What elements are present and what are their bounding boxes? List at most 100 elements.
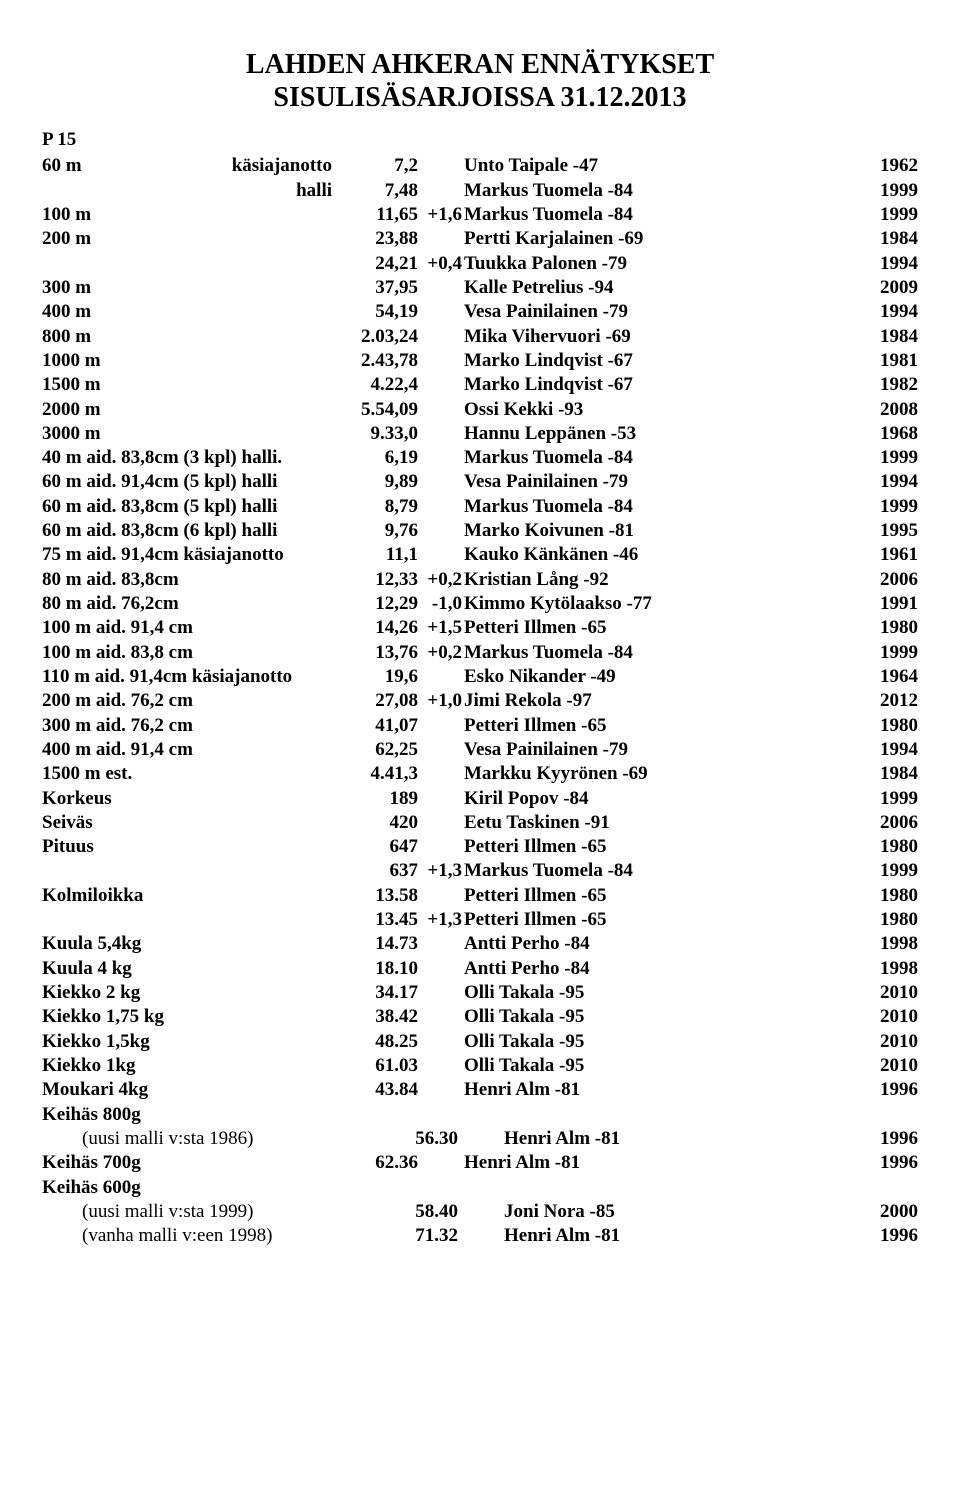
wind-value: +0,4	[422, 252, 464, 276]
event-label: 200 m aid. 76,2 cm	[42, 689, 342, 713]
result-value: 9,89	[342, 470, 422, 494]
record-year: 1980	[858, 835, 918, 859]
athlete-name: Pertti Karjalainen -69	[464, 227, 858, 251]
athlete-name: Henri Alm -81	[464, 1078, 858, 1102]
result-value: 7,2	[342, 154, 422, 178]
record-row: 200 m aid. 76,2 cm27,08+1,0Jimi Rekola -…	[42, 689, 918, 713]
record-year: 1964	[858, 665, 918, 689]
record-row: 13.45+1,3Petteri Illmen -651980	[42, 908, 918, 932]
record-row: Kuula 4 kg18.10Antti Perho -841998	[42, 957, 918, 981]
wind-value	[422, 981, 464, 1005]
record-year: 1994	[858, 300, 918, 324]
wind-value	[422, 714, 464, 738]
event-label: Kuula 4 kg	[42, 957, 342, 981]
record-year: 1994	[858, 738, 918, 762]
athlete-name: Jimi Rekola -97	[464, 689, 858, 713]
event-label: Kiekko 1,75 kg	[42, 1005, 342, 1029]
event-label: Kiekko 1,5kg	[42, 1030, 342, 1054]
record-row: Kiekko 1,5kg48.25Olli Takala -952010	[42, 1030, 918, 1054]
record-row: 60 mkäsiajanotto7,2Unto Taipale -471962	[42, 154, 918, 178]
athlete-name: Petteri Illmen -65	[464, 835, 858, 859]
record-row: 100 m11,65+1,6Markus Tuomela -841999	[42, 203, 918, 227]
event-label: 60 m aid. 91,4cm (5 kpl) halli	[42, 470, 342, 494]
event-label: 80 m aid. 76,2cm	[42, 592, 342, 616]
record-row: Moukari 4kg43.84Henri Alm -811996	[42, 1078, 918, 1102]
record-row: Keihäs 600g	[42, 1176, 918, 1200]
record-year: 1994	[858, 252, 918, 276]
record-row: 1000 m2.43,78Marko Lindqvist -671981	[42, 349, 918, 373]
wind-value	[422, 665, 464, 689]
result-value: 4.41,3	[342, 762, 422, 786]
wind-value	[422, 787, 464, 811]
wind-value: +1,3	[422, 908, 464, 932]
record-row: Keihäs 700g62.36Henri Alm -811996	[42, 1151, 918, 1175]
wind-value	[422, 422, 464, 446]
record-row: Seiväs420Eetu Taskinen -912006	[42, 811, 918, 835]
record-row: 3000 m9.33,0Hannu Leppänen -531968	[42, 422, 918, 446]
result-value: 11,65	[342, 203, 422, 227]
athlete-name: Marko Koivunen -81	[464, 519, 858, 543]
result-value: 14.73	[342, 932, 422, 956]
record-year: 1984	[858, 762, 918, 786]
wind-value: +1,5	[422, 616, 464, 640]
record-year: 1996	[858, 1127, 918, 1151]
athlete-name: Markus Tuomela -84	[464, 641, 858, 665]
event-label: Moukari 4kg	[42, 1078, 342, 1102]
wind-value	[422, 154, 464, 178]
record-year: 1980	[858, 616, 918, 640]
record-row: 1500 m4.22,4Marko Lindqvist -671982	[42, 373, 918, 397]
record-year: 2010	[858, 981, 918, 1005]
record-year: 1984	[858, 325, 918, 349]
record-year: 2000	[858, 1200, 918, 1224]
record-year: 2010	[858, 1054, 918, 1078]
athlete-name: Olli Takala -95	[464, 1030, 858, 1054]
document-title: LAHDEN AHKERAN ENNÄTYKSET SISULISÄSARJOI…	[42, 48, 918, 114]
wind-value	[422, 276, 464, 300]
record-row: halli7,48Markus Tuomela -841999	[42, 179, 918, 203]
record-year: 1999	[858, 787, 918, 811]
result-value: 37,95	[342, 276, 422, 300]
athlete-name: Joni Nora -85	[504, 1200, 858, 1224]
record-year: 1961	[858, 543, 918, 567]
wind-value	[422, 738, 464, 762]
record-year	[858, 1176, 918, 1200]
result-value: 56.30	[382, 1127, 462, 1151]
event-label: 60 m aid. 83,8cm (6 kpl) halli	[42, 519, 342, 543]
record-row: 60 m aid. 91,4cm (5 kpl) halli9,89Vesa P…	[42, 470, 918, 494]
athlete-name: Petteri Illmen -65	[464, 884, 858, 908]
result-value: 2.03,24	[342, 325, 422, 349]
event-label: Kiekko 2 kg	[42, 981, 342, 1005]
wind-value	[462, 1224, 504, 1248]
athlete-name: Henri Alm -81	[504, 1224, 858, 1248]
record-row: 24,21+0,4Tuukka Palonen -791994	[42, 252, 918, 276]
record-year: 2006	[858, 811, 918, 835]
record-year: 2006	[858, 568, 918, 592]
wind-value	[462, 1200, 504, 1224]
wind-value	[422, 349, 464, 373]
wind-value	[422, 179, 464, 203]
result-value: 41,07	[342, 714, 422, 738]
event-label: 1000 m	[42, 349, 342, 373]
wind-value	[422, 957, 464, 981]
wind-value	[422, 373, 464, 397]
athlete-name: Eetu Taskinen -91	[464, 811, 858, 835]
result-value: 8,79	[342, 495, 422, 519]
athlete-name: Unto Taipale -47	[464, 154, 858, 178]
event-label: Keihäs 600g	[42, 1176, 342, 1200]
result-value: 34.17	[342, 981, 422, 1005]
wind-value	[422, 1078, 464, 1102]
record-year: 1984	[858, 227, 918, 251]
result-value: 43.84	[342, 1078, 422, 1102]
record-year: 2009	[858, 276, 918, 300]
event-label: (uusi malli v:sta 1986)	[42, 1127, 382, 1151]
event-label: Pituus	[42, 835, 342, 859]
event-label	[42, 252, 342, 276]
result-value: 54,19	[342, 300, 422, 324]
record-year: 1982	[858, 373, 918, 397]
athlete-name: Kalle Petrelius -94	[464, 276, 858, 300]
athlete-name: Vesa Painilainen -79	[464, 300, 858, 324]
record-year: 1968	[858, 422, 918, 446]
record-year: 1996	[858, 1224, 918, 1248]
record-row: Kolmiloikka13.58Petteri Illmen -651980	[42, 884, 918, 908]
event-label: Korkeus	[42, 787, 342, 811]
